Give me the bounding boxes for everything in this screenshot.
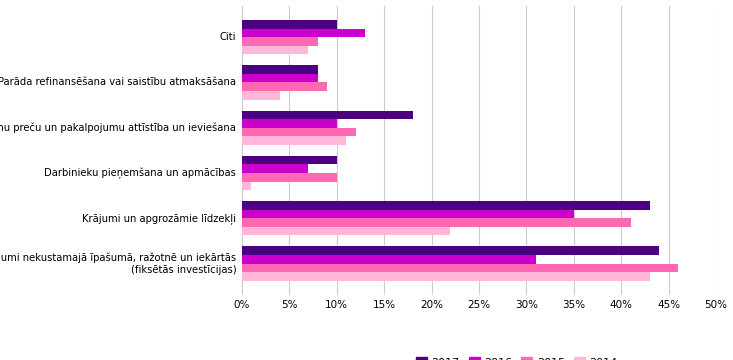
Bar [242,247,659,255]
Bar [242,91,280,100]
Bar [242,46,309,54]
Bar [242,201,649,210]
Bar [242,37,317,46]
Bar [242,156,336,165]
Bar [242,119,336,128]
Bar [242,272,649,280]
Bar [242,210,574,218]
Bar [242,66,317,74]
Legend: 2017, 2016, 2015, 2014: 2017, 2016, 2015, 2014 [411,353,622,360]
Bar [242,111,413,119]
Bar [242,165,309,173]
Bar [242,20,336,29]
Bar [242,255,536,264]
Bar [242,74,317,82]
Bar [242,128,356,136]
Bar [242,218,630,227]
Bar [242,227,451,235]
Bar [242,136,346,145]
Bar [242,29,365,37]
Bar [242,181,251,190]
Bar [242,82,327,91]
Bar [242,264,678,272]
Bar [242,173,336,181]
